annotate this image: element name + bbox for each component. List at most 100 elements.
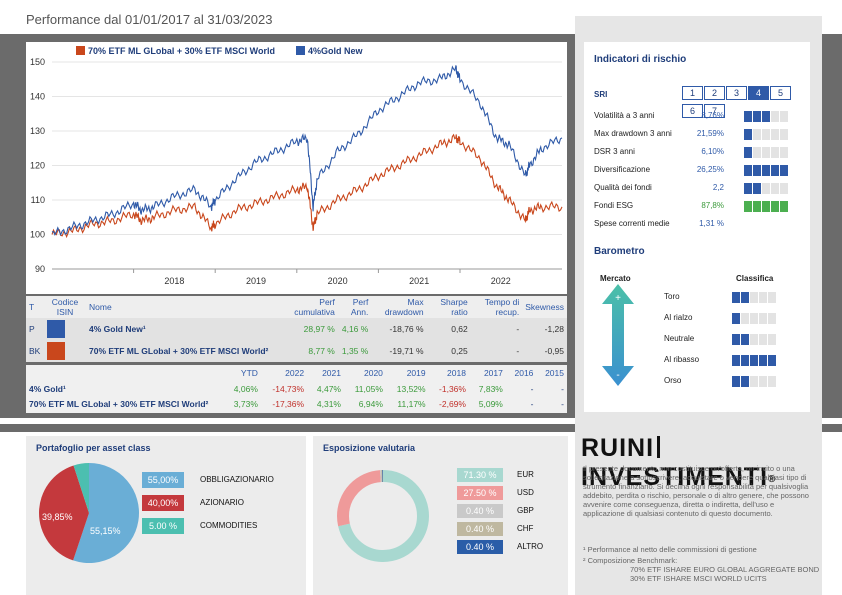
level-square xyxy=(759,313,767,324)
risk-panel: Indicatori di rischio SRI 1 2 3 4 5 6 7 Volati… xyxy=(584,42,810,412)
x-tick-label: 2019 xyxy=(246,276,266,286)
donut-segment xyxy=(337,470,429,562)
sri-box-2: 2 xyxy=(704,86,725,100)
year-header: 2017 xyxy=(483,368,503,378)
yearly-performance-table: YTD 2022 2021 2020 2019 2018 2017 2016 2… xyxy=(26,365,567,413)
report-title: Performance dal 01/01/2017 al 31/03/2023 xyxy=(26,12,273,27)
portfolio-pie-chart xyxy=(38,463,139,563)
y-tick-label: 130 xyxy=(30,126,45,136)
barometer-row: Neutrale xyxy=(664,330,804,351)
col-dd: Max drawdown xyxy=(384,297,424,317)
row-perf: 28,97 % xyxy=(303,324,335,334)
y-tick-label: 120 xyxy=(30,161,45,171)
level-square xyxy=(753,147,761,158)
legend-swatch xyxy=(296,46,305,55)
sri-box-1: 1 xyxy=(682,86,703,100)
footnote-4: 30% ETF ISHARE MSCI WORLD UCITS xyxy=(630,574,767,583)
sri-label: SRI xyxy=(594,90,608,99)
donut-segment xyxy=(337,470,429,562)
separator-band xyxy=(0,424,842,432)
risk-level xyxy=(744,163,789,181)
legend-swatch xyxy=(76,46,85,55)
level-square xyxy=(732,355,740,366)
perf-cell: 3,73% xyxy=(233,398,258,409)
legend-pct-badge: 27.50 % xyxy=(457,486,503,500)
risk-label: Fondi ESG xyxy=(594,201,634,210)
level-square xyxy=(768,334,776,345)
table-row[interactable]: 70% ETF ML GLobal + 30% ETF MSCI World² 3… xyxy=(26,396,567,411)
perf-cell: 6,94% xyxy=(358,398,383,409)
brand-mark: ® xyxy=(768,474,777,485)
level-square xyxy=(771,111,779,122)
level-square xyxy=(762,165,770,176)
year-header: 2016 xyxy=(514,368,534,378)
performance-chart: 70% ETF ML GLobal + 30% ETF MSCI World 4… xyxy=(26,42,567,294)
x-tick-label: 2020 xyxy=(328,276,348,286)
year-header: 2020 xyxy=(363,368,383,378)
row-name: 4% Gold New¹ xyxy=(89,324,146,334)
barometer-level xyxy=(732,353,777,371)
perf-cell: -1,36% xyxy=(439,383,466,394)
legend-label: ALTRO xyxy=(517,542,544,551)
col-ann: Perf Ann. xyxy=(350,297,369,317)
perf-cell: - xyxy=(561,398,564,409)
row-color xyxy=(44,318,86,340)
legend-label: GBP xyxy=(517,506,534,515)
level-square xyxy=(771,201,779,212)
legend-label: USD xyxy=(517,488,534,497)
year-header: 2019 xyxy=(406,368,426,378)
barometer-rows: Toro Al rialzo Neutrale Al ribasso Orso xyxy=(664,288,804,393)
barometer-row: Al ribasso xyxy=(664,351,804,372)
level-square xyxy=(780,129,788,140)
legend-label: OBBLIGAZIONARIO xyxy=(200,475,274,484)
perf-row-name: 4% Gold¹ xyxy=(29,383,66,394)
footnote-1: ¹ Performance al netto delle commissioni… xyxy=(583,545,757,554)
y-tick-label: 110 xyxy=(31,195,45,205)
sri-box-3: 3 xyxy=(726,86,747,100)
barometer-level xyxy=(732,332,777,350)
level-square xyxy=(732,376,740,387)
risk-level xyxy=(744,181,789,199)
level-square xyxy=(741,313,749,324)
table-row[interactable]: P 4% Gold New¹ 28,97 % 4,16 % -18,76 % 0… xyxy=(26,318,567,340)
level-square xyxy=(780,165,788,176)
level-square xyxy=(780,111,788,122)
currency-legend: 71.30 % EUR 27.50 % USD 0.40 % GBP 0.40 % CHF 0.… xyxy=(457,468,567,558)
perf-cell: - xyxy=(530,398,534,409)
portfolio-panel: Portafoglio per asset class 39,85% 55,15… xyxy=(26,436,306,595)
row-dd: -19,71 % xyxy=(389,346,424,356)
sri-box-7: 7 xyxy=(704,104,725,118)
portfolio-title: Portafoglio per asset class xyxy=(36,443,151,453)
risk-level xyxy=(744,109,789,127)
perf-cell: - xyxy=(530,383,534,394)
perf-cell: 4,06% xyxy=(233,383,258,394)
table-row[interactable]: BK 70% ETF ML GLobal + 30% ETF MSCI Worl… xyxy=(26,340,567,362)
legend-label: EUR xyxy=(517,470,534,479)
list-item: 40,00% AZIONARIO xyxy=(142,495,302,518)
risk-title: Indicatori di rischio xyxy=(594,54,687,65)
legend-label: 70% ETF ML GLobal + 30% ETF MSCI World xyxy=(88,46,275,56)
list-item: 55,00% OBBLIGAZIONARIO xyxy=(142,472,302,495)
sri-box-4: 4 xyxy=(748,86,769,100)
level-square xyxy=(759,334,767,345)
level-square xyxy=(744,111,752,122)
perf-cell: 13,52% xyxy=(396,383,426,394)
level-square xyxy=(759,355,767,366)
risk-row: Max drawdown 3 anni 21,59% xyxy=(594,126,804,144)
risk-value: 26,25% xyxy=(696,165,724,174)
level-square xyxy=(780,201,788,212)
level-square xyxy=(768,355,776,366)
table-row[interactable]: 4% Gold¹ 4,06% -14,73% 4,47% 11,05% 13,52% -1,… xyxy=(26,381,567,396)
col-perf: Perf cumulativa xyxy=(294,297,335,317)
barometer-arrow-icon: + - xyxy=(602,284,634,386)
currency-title: Esposizione valutaria xyxy=(323,443,416,453)
legend-item-portfolio: 4%Gold New xyxy=(296,46,363,56)
level-square xyxy=(750,313,758,324)
y-tick-label: 150 xyxy=(30,57,45,67)
year-header: 2021 xyxy=(322,368,341,378)
pie-slice xyxy=(73,463,89,513)
legend-pct-badge: 40,00% xyxy=(142,495,184,511)
level-square xyxy=(750,292,758,303)
row-name: 70% ETF ML GLobal + 30% ETF MSCI World² xyxy=(89,346,269,356)
level-square xyxy=(732,292,740,303)
